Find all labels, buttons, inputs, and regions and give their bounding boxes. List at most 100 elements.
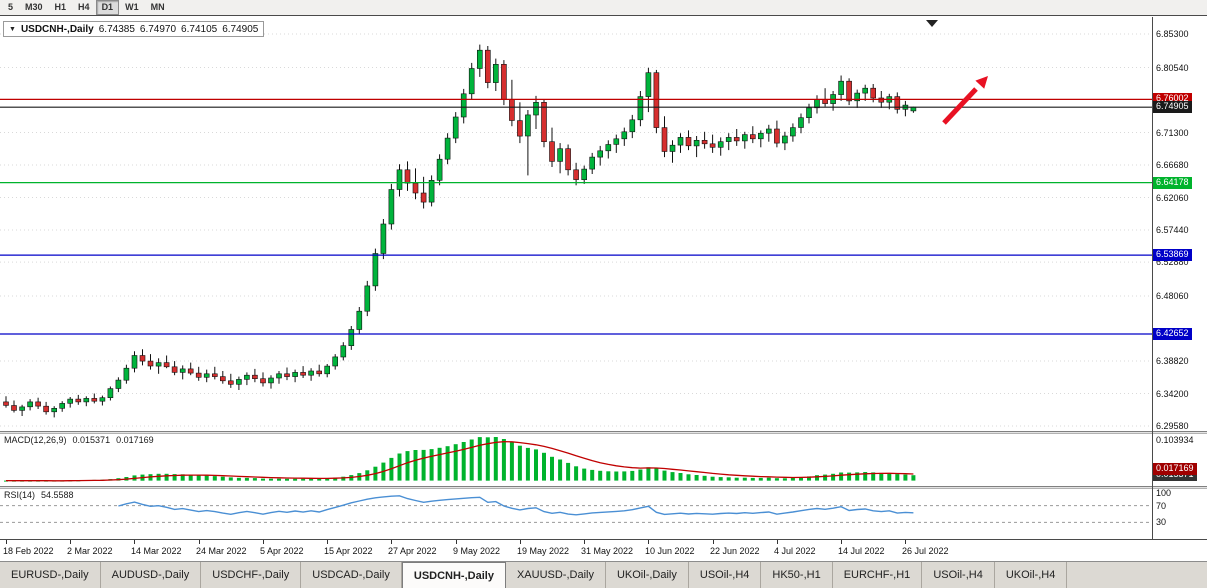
date-axis-label: 10 Jun 2022 [645,546,695,556]
candle [99,397,106,402]
chart-shift-marker[interactable] [926,20,938,27]
timeframe-button-d1[interactable]: D1 [95,0,120,15]
candle [276,373,282,379]
candle [428,180,435,203]
date-tick [391,540,392,544]
date-axis-label: 26 Jul 2022 [902,546,949,556]
macd-signal-line [5,441,914,482]
price-axis-label: 6.52880 [1156,257,1189,267]
candle [565,148,571,171]
price-axis-label: 6.71300 [1156,128,1189,138]
trend-arrow[interactable] [942,76,988,125]
tab-ukoil-daily[interactable]: UKOil-,Daily [606,562,689,588]
tab-eurusd-daily[interactable]: EURUSD-,Daily [0,562,101,588]
candle [332,356,339,367]
tab-usdcad-daily[interactable]: USDCAD-,Daily [301,562,402,588]
tab-usdcnh-daily[interactable]: USDCNH-,Daily [401,562,506,588]
candle [557,148,563,162]
price-axis-label: 6.38820 [1156,356,1189,366]
tab-usoil-h4[interactable]: USOil-,H4 [689,562,762,588]
date-axis-label: 19 May 2022 [517,546,570,556]
tab-audusd-daily[interactable]: AUDUSD-,Daily [101,562,202,588]
candle [717,141,724,148]
candle [806,107,812,119]
candle [420,192,427,203]
candle [115,379,122,389]
timeframe-toolbar: 5 M30 H1 H4 D1 W1 MN [0,0,1207,16]
rsi-axis-label: 70 [1156,501,1167,511]
macd-axis-max-label: 0.103934 [1156,435,1194,445]
pane-splitter[interactable] [0,431,1207,434]
candle [814,99,820,109]
candle [782,135,788,144]
candle [236,379,242,385]
candle [396,169,403,190]
candle [348,329,355,347]
candle [163,362,170,368]
candle [412,182,419,194]
tab-ukoil-h4[interactable]: UKOil-,H4 [995,562,1068,588]
rsi-pane[interactable]: RSI(14) 54.5588 [0,489,1152,539]
candle [316,370,323,375]
price-axis-label: 6.48060 [1156,291,1189,301]
date-axis-label: 18 Feb 2022 [3,546,54,556]
price-line-tag[interactable]: 6.53869 [1153,249,1192,261]
candle [669,144,676,152]
timeframe-button-w1[interactable]: W1 [125,2,139,12]
price-axis-label: 6.57440 [1156,225,1189,235]
candle [131,355,138,369]
candle [597,150,604,158]
candle [228,380,234,385]
tab-usdchf-daily[interactable]: USDCHF-,Daily [201,562,302,588]
candle [525,114,531,137]
candle [894,96,901,110]
tab-usoil-h4[interactable]: USOil-,H4 [922,562,995,588]
candle [220,376,226,382]
date-tick [134,540,135,544]
candle [300,372,306,376]
price-line-tag[interactable]: 6.64178 [1153,177,1192,189]
timeframe-button-h4[interactable]: H4 [78,2,90,12]
candle [35,401,41,407]
date-tick [841,540,842,544]
candle [838,80,844,95]
timeframe-button-h1[interactable]: H1 [54,2,67,12]
date-axis-label: 4 Jul 2022 [774,546,816,556]
timeframe-button-5[interactable]: 5 [8,2,14,12]
candle [701,140,708,145]
candle [43,405,49,413]
macd-pane[interactable]: MACD(12,26,9) 0.015371 0.017169 [0,434,1152,486]
ohlc-high: 6.74970 [139,23,177,35]
candle [171,366,178,373]
price-line-tag[interactable]: 6.42652 [1153,328,1192,340]
price-chart-pane[interactable]: ▼ USDCNH-,Daily 6.74385 6.74970 6.74105 … [0,17,1152,431]
candle [372,253,379,287]
one-click-trading-toggle-icon[interactable]: ▼ [9,25,16,33]
date-tick [905,540,906,544]
date-axis-label: 14 Jul 2022 [838,546,885,556]
tab-xauusd-daily[interactable]: XAUUSD-,Daily [506,562,606,588]
date-tick [263,540,264,544]
candle [693,140,700,147]
candle [155,362,162,367]
candle [75,398,82,403]
candle [452,116,459,139]
timeframe-button-mn[interactable]: MN [150,2,165,12]
candle [147,360,154,367]
candle [187,368,194,374]
price-line-tag[interactable]: 6.74905 [1153,101,1192,113]
price-axis-label: 6.29580 [1156,421,1189,431]
candle [790,127,796,137]
price-axis-label: 6.80540 [1156,63,1189,73]
candle [501,63,507,100]
timeframe-button-m30[interactable]: M30 [25,2,43,12]
pane-splitter[interactable] [0,486,1207,489]
candle [468,68,475,95]
candlestick-chart[interactable] [0,17,1152,431]
candle [460,93,467,118]
tab-hk50-h1[interactable]: HK50-,H1 [761,562,833,588]
tab-eurchf-h1[interactable]: EURCHF-,H1 [833,562,923,588]
candle [725,137,732,142]
date-tick [584,540,585,544]
date-axis-label: 5 Apr 2022 [260,546,304,556]
